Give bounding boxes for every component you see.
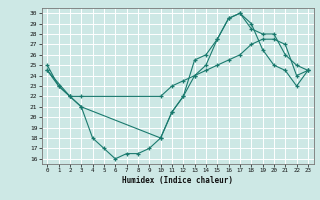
X-axis label: Humidex (Indice chaleur): Humidex (Indice chaleur) <box>122 176 233 185</box>
